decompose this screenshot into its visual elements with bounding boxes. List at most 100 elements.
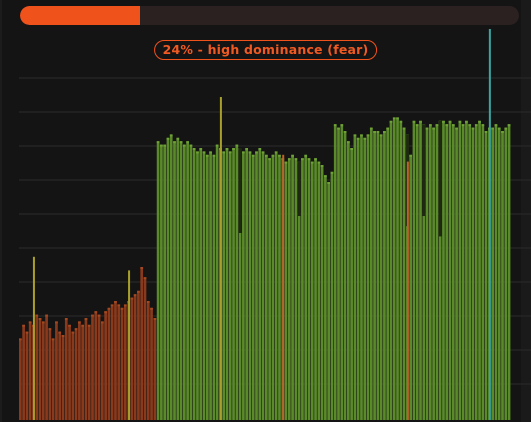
greed-bar: [448, 120, 452, 421]
fear-bar-cap: [101, 321, 104, 324]
fear-bar-cap: [38, 318, 42, 320]
greed-bar: [160, 144, 163, 420]
right-edge: [521, 0, 531, 422]
greed-bar: [340, 124, 344, 420]
greed-bar-cap: [183, 144, 186, 147]
greed-bar-cap: [232, 148, 235, 150]
fear-bar: [120, 307, 124, 420]
greed-bar: [258, 148, 262, 420]
greed-bar-cap: [274, 151, 278, 154]
greed-bar: [484, 131, 488, 420]
greed-bar-cap: [278, 154, 281, 157]
fear-bar: [68, 324, 71, 420]
greed-bar-cap: [156, 141, 160, 144]
fear-bar-cap: [58, 331, 62, 334]
greed-bar: [504, 127, 508, 420]
greed-bar-cap: [455, 127, 458, 130]
greed-bar: [350, 148, 353, 420]
greed-bar-cap: [468, 124, 472, 127]
fear-bar: [35, 314, 39, 420]
fear-bar-cap: [94, 311, 98, 314]
fear-bar: [22, 324, 25, 420]
greed-bar-cap: [383, 131, 386, 133]
greed-bar: [304, 154, 308, 421]
greed-bar-cap: [307, 158, 311, 161]
dip-bar: [438, 120, 442, 237]
greed-bar-cap: [202, 151, 206, 154]
greed-bar: [205, 154, 209, 421]
greed-bar-cap: [160, 144, 163, 147]
greed-bar: [451, 124, 455, 420]
fear-bar-cap: [84, 318, 88, 320]
greed-bar-cap: [356, 137, 360, 140]
fear-bar-cap: [28, 321, 32, 324]
greed-bar-cap: [324, 175, 327, 178]
greed-bar: [409, 154, 413, 421]
greed-bar-cap: [215, 144, 219, 147]
greed-bar-cap: [501, 131, 504, 133]
greed-bar-cap: [415, 124, 419, 127]
greed-bar: [212, 154, 216, 421]
greed-bar-cap: [461, 124, 465, 127]
fear-bar-cap: [107, 307, 111, 310]
greed-bar: [386, 127, 390, 420]
greed-bar: [445, 124, 449, 420]
fear-bar-cap: [150, 307, 153, 310]
greed-bar-cap: [284, 161, 288, 164]
dip-bar: [422, 124, 426, 216]
fear-bar-cap: [68, 324, 71, 327]
greed-bar-cap: [363, 137, 367, 140]
greed-bar: [186, 141, 189, 420]
greed-bar-cap: [196, 151, 199, 154]
greed-bar: [501, 131, 504, 420]
greed-bar: [366, 134, 370, 420]
greed-bar-cap: [248, 151, 252, 154]
greed-bar-cap: [225, 148, 229, 150]
greed-bar-cap: [189, 144, 193, 147]
greed-bar: [228, 151, 232, 420]
spike-bar: [282, 154, 285, 421]
greed-bar-cap: [396, 117, 399, 120]
greed-bar: [294, 158, 298, 420]
greed-bar: [268, 158, 271, 420]
greed-bar-cap: [340, 124, 344, 127]
greed-bar-cap: [304, 154, 308, 157]
greed-bar: [343, 131, 347, 420]
greed-bar: [399, 120, 403, 421]
fear-bar-cap: [61, 335, 65, 337]
greed-bar-cap: [265, 154, 268, 157]
greed-bar: [183, 144, 186, 420]
greed-bar: [330, 171, 334, 420]
spike-bar: [406, 161, 409, 420]
greed-bar: [376, 131, 380, 420]
greed-bar-cap: [320, 165, 324, 167]
greed-bar-cap: [255, 151, 258, 154]
greed-bar-cap: [386, 127, 390, 130]
greed-bar-cap: [205, 154, 209, 157]
fear-bar-cap: [133, 294, 137, 297]
fear-bar-cap: [41, 321, 45, 324]
spike-bar: [219, 97, 222, 420]
fear-bar-cap: [48, 328, 52, 331]
greed-bar-cap: [353, 134, 357, 137]
greed-bar: [333, 124, 337, 420]
fear-bar-cap: [25, 331, 29, 334]
greed-bar-cap: [228, 151, 232, 154]
greed-bar: [163, 144, 167, 420]
greed-bar-cap: [330, 171, 334, 174]
greed-bar: [415, 124, 419, 420]
greed-bar: [474, 124, 478, 420]
fear-bar-cap: [153, 318, 157, 320]
fear-bar: [123, 304, 127, 420]
greed-bar-cap: [389, 120, 393, 123]
greed-bar-cap: [465, 120, 468, 123]
greed-bar-cap: [392, 117, 396, 120]
fear-bar: [81, 324, 85, 420]
fear-bar: [140, 267, 144, 420]
greed-bar: [189, 144, 193, 420]
greed-bar: [297, 161, 301, 420]
greed-bar-cap: [412, 120, 416, 123]
greed-bar: [468, 124, 472, 420]
fear-bar: [25, 331, 29, 420]
fear-bar: [137, 290, 140, 420]
